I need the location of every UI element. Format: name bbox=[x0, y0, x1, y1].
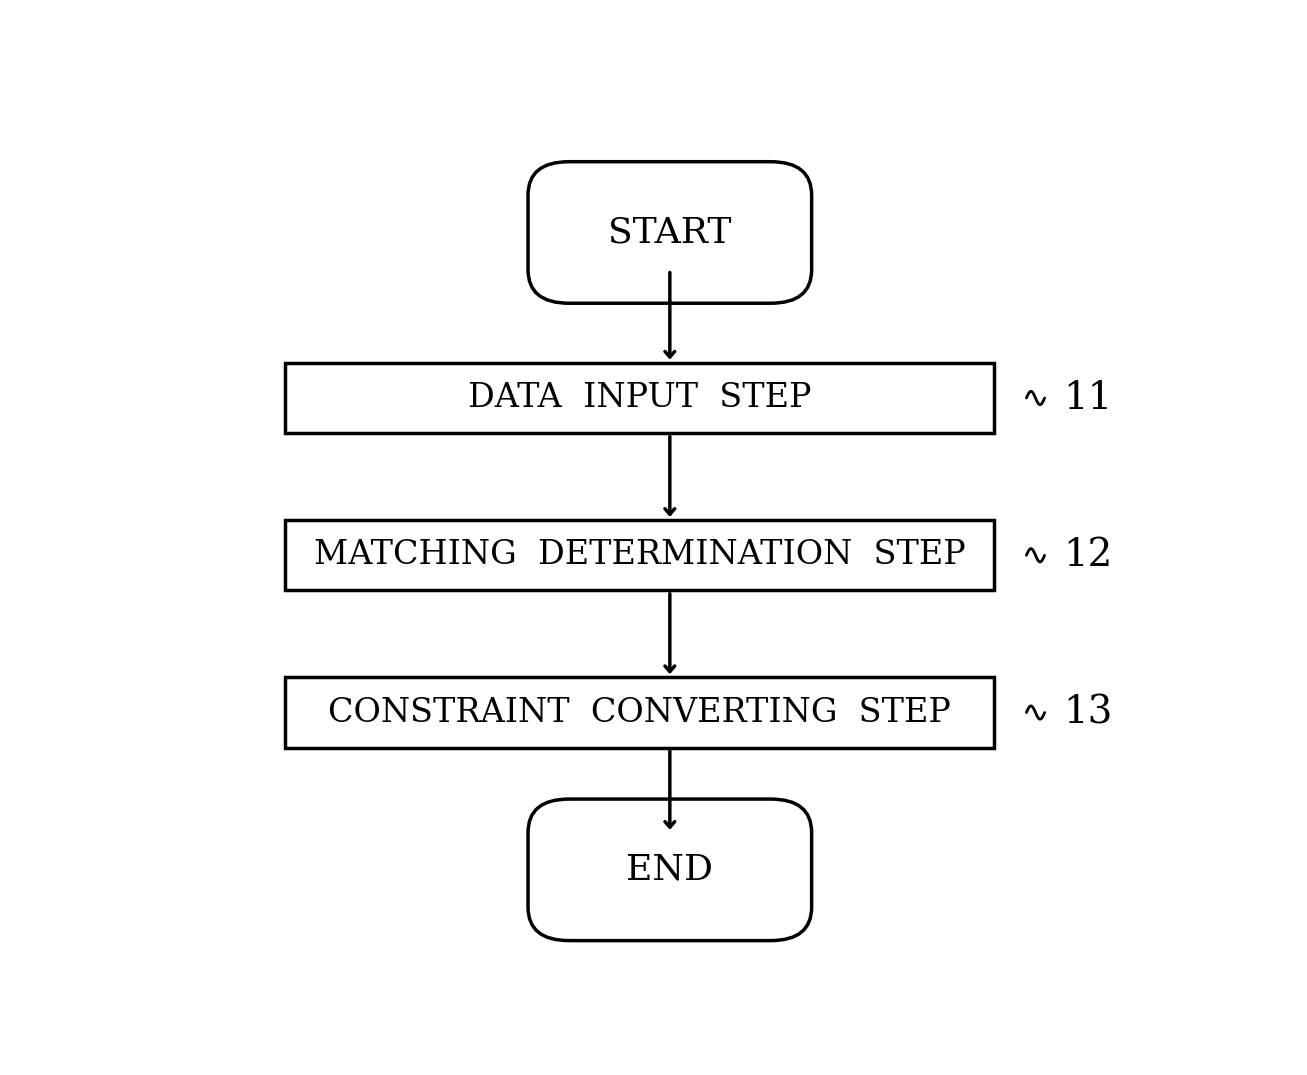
FancyBboxPatch shape bbox=[528, 799, 812, 941]
Bar bbox=[285, 677, 993, 748]
Text: END: END bbox=[626, 852, 714, 887]
Text: START: START bbox=[608, 215, 732, 249]
Bar bbox=[285, 520, 993, 590]
FancyBboxPatch shape bbox=[528, 161, 812, 303]
Bar bbox=[285, 363, 993, 433]
Text: 11: 11 bbox=[1063, 379, 1112, 416]
Text: MATCHING  DETERMINATION  STEP: MATCHING DETERMINATION STEP bbox=[314, 540, 966, 571]
Text: CONSTRAINT  CONVERTING  STEP: CONSTRAINT CONVERTING STEP bbox=[328, 697, 951, 729]
Text: 12: 12 bbox=[1063, 536, 1112, 574]
Text: 13: 13 bbox=[1063, 694, 1112, 731]
Text: DATA  INPUT  STEP: DATA INPUT STEP bbox=[468, 382, 812, 414]
